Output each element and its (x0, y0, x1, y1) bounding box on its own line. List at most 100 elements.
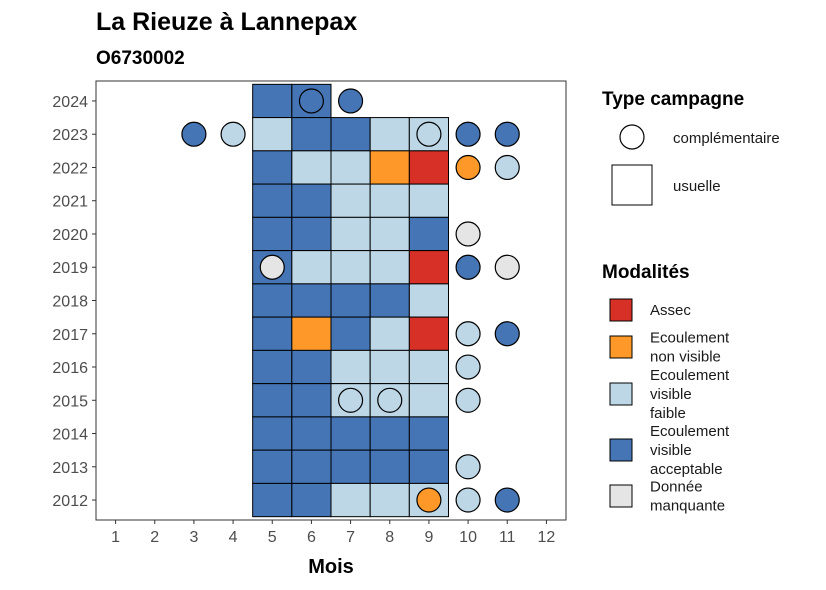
legend-modality-key (609, 484, 633, 508)
y-tick-label: 2012 (52, 493, 88, 510)
heatmap-cell (408, 150, 450, 185)
legend-modalites-title: Modalités (602, 262, 690, 283)
campaign-point (494, 121, 520, 147)
x-tick-label: 12 (538, 529, 556, 546)
heatmap-cell (408, 416, 450, 451)
campaign-point (455, 354, 481, 380)
heatmap-cell (291, 250, 332, 285)
campaign-point (181, 121, 207, 147)
heatmap-cell (330, 316, 371, 351)
heatmap-cell (369, 283, 410, 318)
heatmap-cell (330, 416, 371, 451)
campaign-point (455, 221, 481, 247)
heatmap-cell (252, 150, 293, 185)
campaign-point (259, 254, 285, 280)
legend-type-campagne: Type campagne complémentaire usuelle (602, 89, 780, 206)
x-tick-label: 9 (424, 529, 433, 546)
legend-circle-key (619, 124, 645, 150)
campaign-point (455, 487, 481, 513)
heatmap-cell (330, 216, 371, 252)
heatmap-cell (291, 183, 332, 218)
y-tick-label: 2016 (52, 360, 88, 377)
heatmap-cell (330, 150, 371, 185)
heatmap-cell (252, 283, 293, 318)
y-tick-label: 2017 (52, 327, 88, 344)
heatmap-cell (252, 316, 293, 351)
x-tick-label: 1 (111, 529, 120, 546)
campaign-point (298, 88, 324, 114)
heatmap-cell (252, 383, 293, 418)
heatmap-cell (252, 216, 293, 252)
heatmap-cell (252, 83, 293, 119)
campaign-point (494, 487, 520, 513)
legend-modality-label: Ecoulement non visible (650, 330, 730, 366)
heatmap-cell (330, 117, 371, 152)
heatmap-cell (252, 183, 293, 218)
campaign-point (494, 321, 520, 347)
campaign-point (416, 121, 442, 147)
x-tick-label: 10 (459, 529, 477, 546)
y-tick-label: 2013 (52, 460, 88, 477)
y-tick-label: 2020 (52, 227, 88, 244)
legend-type-campagne-title: Type campagne (602, 89, 744, 110)
x-tick-label: 8 (385, 529, 394, 546)
legend-modality-label: Donnée manquante (650, 479, 725, 515)
heatmap-cell (369, 416, 410, 451)
heatmap-cell (291, 449, 332, 484)
chart-title: La Rieuze à Lannepax (96, 8, 357, 36)
heatmap-cell (291, 482, 332, 518)
campaign-point (494, 154, 520, 181)
campaign-point (338, 387, 364, 413)
heatmap-cell (330, 250, 371, 285)
heatmap-cell (291, 283, 332, 318)
y-tick-label: 2018 (52, 294, 88, 311)
campaign-point (416, 487, 442, 513)
heatmap-cell (369, 150, 410, 185)
heatmap-cell (369, 349, 410, 385)
x-tick-label: 6 (307, 529, 316, 546)
x-axis-title: Mois (308, 556, 354, 578)
heatmap-cell (330, 283, 371, 318)
heatmap-cell (330, 183, 371, 218)
heatmap-cell (408, 250, 450, 285)
heatmap-cell (408, 383, 450, 418)
heatmap-cell (369, 183, 410, 218)
campaign-point (455, 121, 481, 147)
campaign-point (220, 121, 246, 147)
y-tick-label: 2015 (52, 393, 88, 410)
y-tick-label: 2022 (52, 160, 88, 177)
heatmap-cell (291, 316, 332, 351)
heatmap-cell (330, 349, 371, 385)
heatmap-cell (369, 250, 410, 285)
heatmap-cell (252, 482, 293, 518)
heatmap-cell (252, 349, 293, 385)
plot-area: 1 2 3 4 5 6 7 8 9 10 11 122012201320142015201620172… (52, 80, 567, 546)
heatmap-cell (291, 117, 332, 152)
y-tick-label: 2019 (52, 260, 88, 277)
heatmap-cell (291, 150, 332, 185)
campaign-point (377, 387, 403, 413)
heatmap-cell (291, 216, 332, 252)
heatmap-cell (408, 316, 450, 351)
heatmap-cell (291, 383, 332, 418)
campaign-point (455, 387, 481, 413)
campaign-point (455, 154, 481, 181)
legend-modality-label: Assec (650, 302, 691, 319)
heatmap-cell (252, 416, 293, 451)
heatmap-cell (369, 216, 410, 252)
x-tick-label: 11 (499, 529, 516, 546)
heatmap-cell (408, 183, 450, 218)
heatmap-cell (369, 117, 410, 152)
x-tick-label: 3 (189, 529, 198, 546)
heatmap-cell (369, 316, 410, 351)
x-tick-label: 2 (150, 529, 159, 546)
y-tick-label: 2014 (52, 427, 88, 444)
x-tick-label: 5 (268, 529, 277, 546)
legend-shape-label: usuelle (673, 178, 721, 195)
legend-square-key (611, 164, 653, 206)
y-tick-label: 2021 (52, 194, 88, 211)
campaign-point (494, 254, 520, 280)
heatmap-cell (291, 349, 332, 385)
legend-modality-key (609, 438, 633, 462)
